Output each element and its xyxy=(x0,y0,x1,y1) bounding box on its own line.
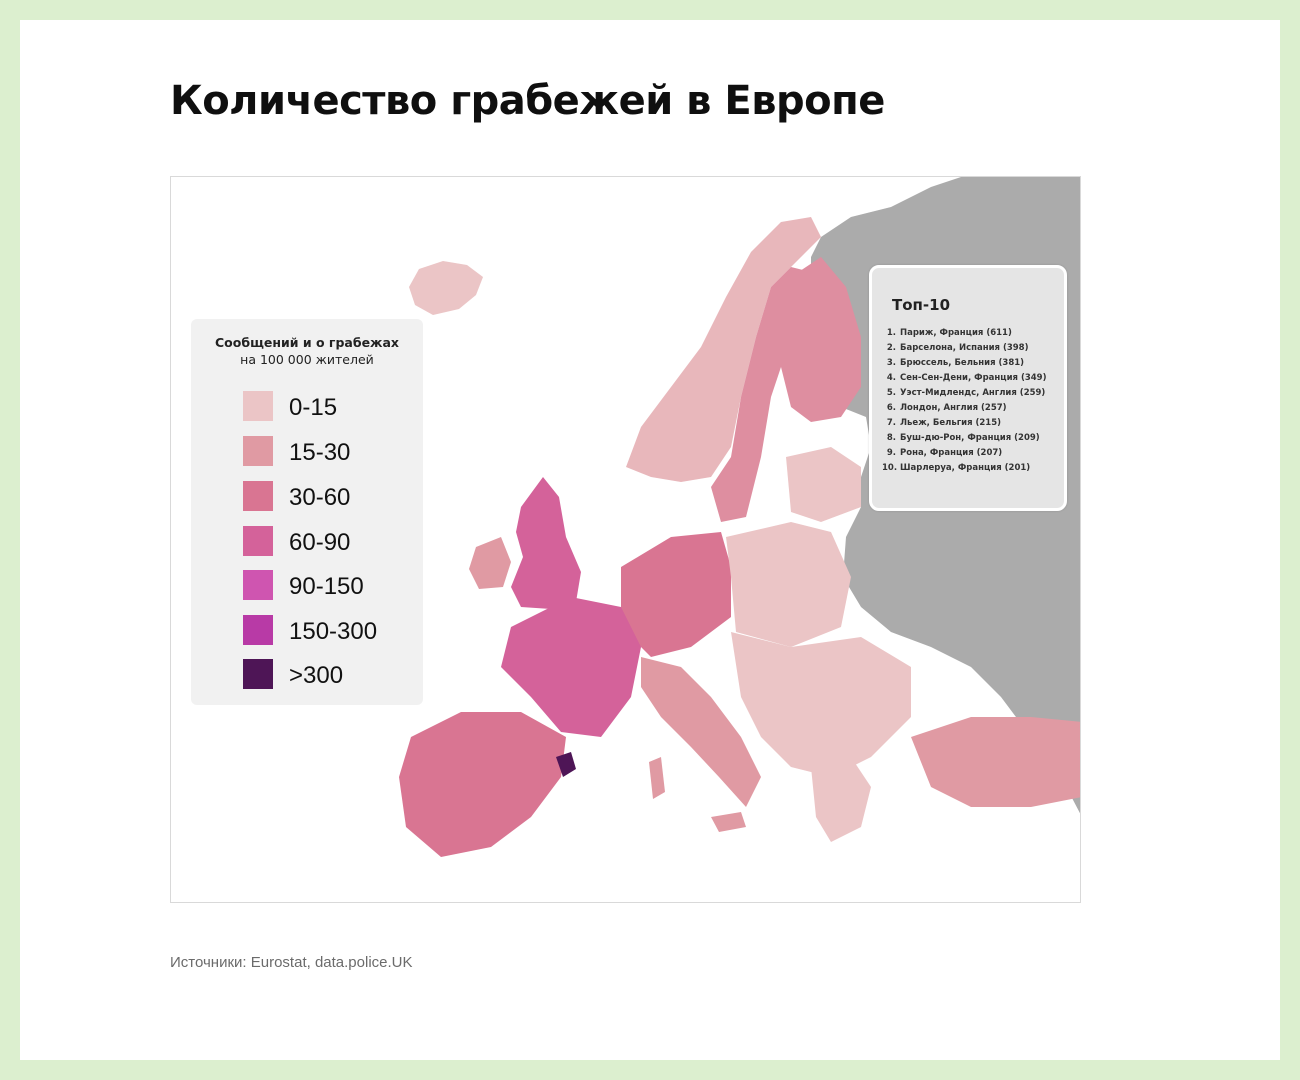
list-item: 10. Шарлеруа, Франция (201) xyxy=(882,463,1031,473)
region-sicily xyxy=(711,812,746,832)
legend-item: >300 xyxy=(243,659,413,689)
list-item: 4. Сен-Сен-Дени, Франция (349) xyxy=(886,373,1047,383)
region-turkey xyxy=(911,717,1080,807)
region-norway xyxy=(626,217,821,482)
legend-item: 0-15 xyxy=(243,391,413,421)
legend-swatch xyxy=(243,481,273,511)
legend-item: 90-150 xyxy=(243,570,413,600)
region-poland xyxy=(726,522,851,647)
legend-title: Сообщений и о грабежах xyxy=(215,335,399,350)
list-item: 8. Буш-дю-Рон, Франция (209) xyxy=(886,433,1040,443)
list-item: 5. Уэст-Мидлендс, Англия (259) xyxy=(886,388,1046,398)
top10-title: Топ-10 xyxy=(892,296,951,314)
legend-label: 150-300 xyxy=(289,618,378,645)
legend-swatch xyxy=(243,570,273,600)
legend-label: >300 xyxy=(289,662,344,689)
region-italy xyxy=(641,657,761,807)
legend-swatch xyxy=(243,526,273,556)
legend-swatch xyxy=(243,391,273,421)
list-item: 6. Лондон, Англия (257) xyxy=(886,403,1007,413)
list-item: 9. Рона, Франция (207) xyxy=(886,448,1003,458)
legend-item: 150-300 xyxy=(243,615,413,645)
legend-label: 90-150 xyxy=(289,573,364,600)
legend-swatch xyxy=(243,615,273,645)
map-legend: Сообщений и о грабежах на 100 000 жителе… xyxy=(191,319,423,705)
region-france xyxy=(501,597,641,737)
region-barcelona xyxy=(556,752,576,777)
region-iceland xyxy=(409,261,483,315)
region-baltics xyxy=(786,447,861,522)
top10-panel: Топ-10 1. Париж, Франция (611) 2. Барселон… xyxy=(869,265,1067,511)
region-sardinia xyxy=(649,757,665,799)
legend-item: 15-30 xyxy=(243,436,413,466)
region-uk xyxy=(511,477,581,609)
list-item: 2. Барселона, Испания (398) xyxy=(886,343,1029,353)
legend-label: 15-30 xyxy=(289,439,351,466)
region-greece xyxy=(811,757,871,842)
region-finland xyxy=(776,257,861,422)
infographic-card: Количество грабежей в Европе xyxy=(20,20,1280,1060)
legend-item: 30-60 xyxy=(243,481,413,511)
list-item: 1. Париж, Франция (611) xyxy=(886,328,1012,338)
legend-subtitle: на 100 000 жителей xyxy=(240,352,374,367)
legend-swatch xyxy=(243,659,273,689)
region-iberia xyxy=(399,712,566,857)
page-title: Количество грабежей в Европе xyxy=(170,78,885,124)
legend-label: 30-60 xyxy=(289,484,351,511)
region-southeast-europe xyxy=(731,632,911,777)
legend-item: 60-90 xyxy=(243,526,413,556)
legend-label: 0-15 xyxy=(289,394,338,421)
list-item: 7. Льеж, Бельгия (215) xyxy=(886,418,1002,428)
list-item: 3. Брюссель, Бельния (381) xyxy=(886,358,1025,368)
legend-label: 60-90 xyxy=(289,529,351,556)
region-central-europe xyxy=(621,532,731,657)
legend-swatch xyxy=(243,436,273,466)
europe-map: Сообщений и о грабежах на 100 000 жителе… xyxy=(170,176,1081,903)
region-ireland xyxy=(469,537,511,589)
source-note: Источники: Eurostat, data.police.UK xyxy=(170,954,413,971)
top10-list: 1. Париж, Франция (611) 2. Барселона, Испа… xyxy=(882,328,1068,478)
